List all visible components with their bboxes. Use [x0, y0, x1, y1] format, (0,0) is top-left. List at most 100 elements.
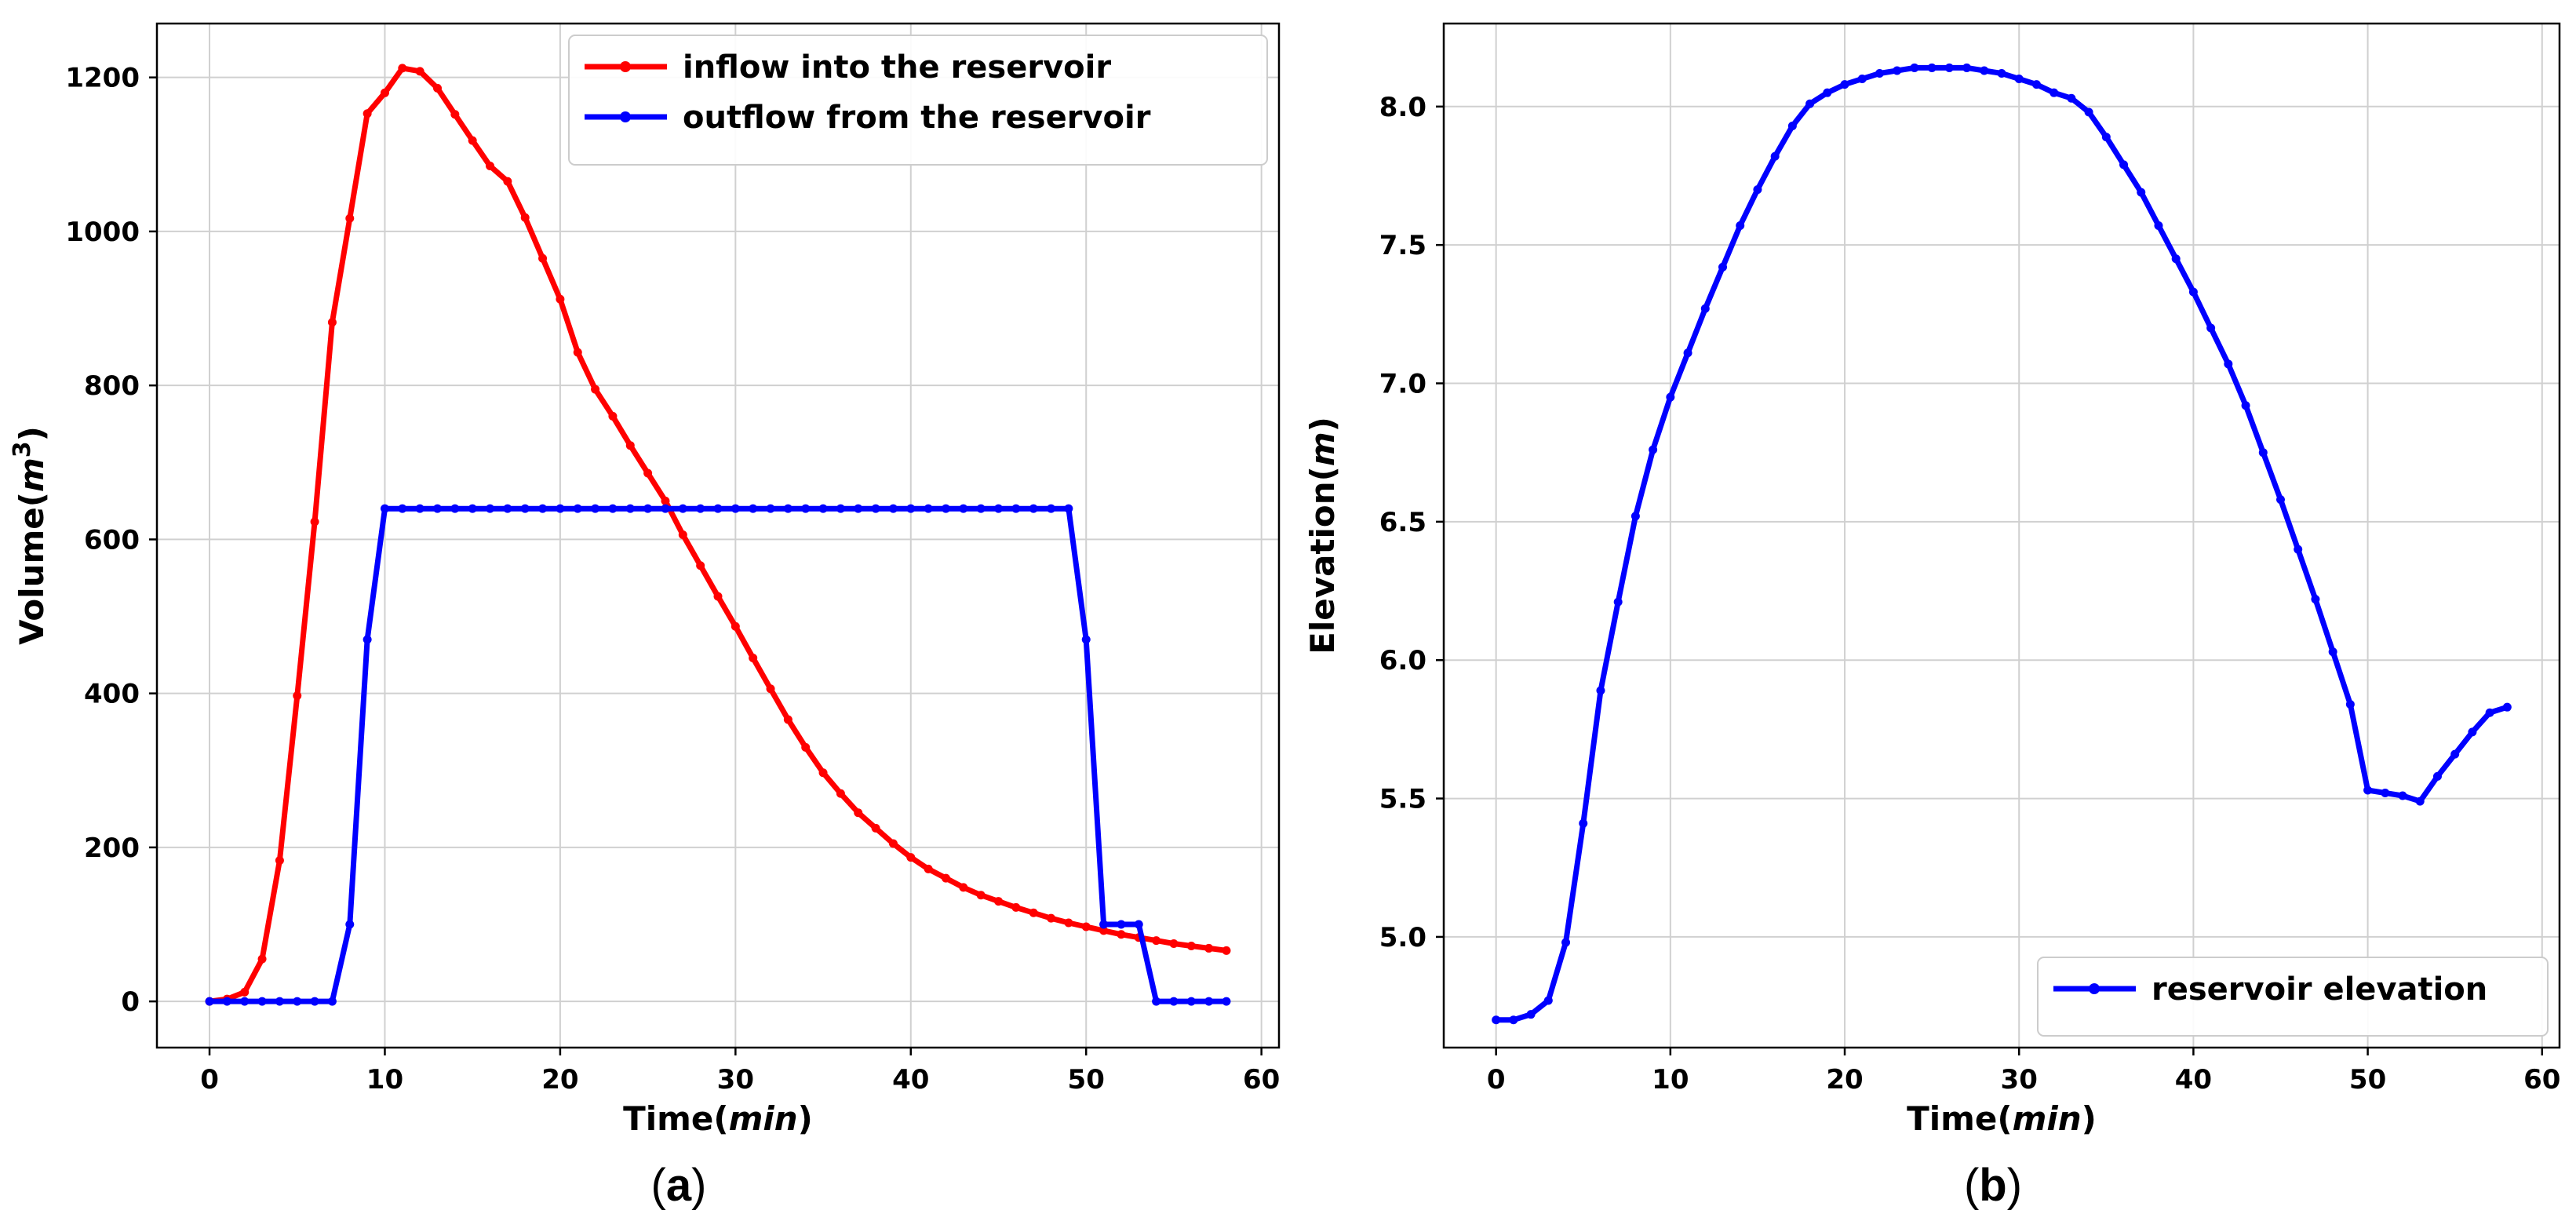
data-point — [520, 213, 530, 222]
data-point — [275, 856, 284, 866]
legend: inflow into the reservoir outflow from th… — [568, 35, 1268, 166]
y-tick-label: 6.5 — [1379, 507, 1426, 538]
data-point — [380, 88, 389, 97]
data-point — [538, 253, 548, 263]
data-point — [713, 592, 723, 601]
legend-box — [2037, 957, 2549, 1037]
data-point — [1204, 997, 1214, 1006]
data-point — [1805, 99, 1815, 108]
data-point — [2084, 108, 2093, 117]
data-point — [2067, 93, 2076, 103]
data-point — [2294, 545, 2303, 554]
data-point — [1840, 80, 1849, 89]
grid — [1444, 24, 2560, 1048]
data-point — [1927, 63, 1937, 72]
x-tick-label: 0 — [1487, 1064, 1506, 1095]
panel-label: (a) — [651, 1160, 707, 1211]
data-point — [1099, 926, 1109, 935]
data-point — [345, 213, 355, 223]
legend-label: outflow from the reservoir — [683, 100, 1151, 136]
data-point — [591, 385, 600, 394]
data-point — [1169, 939, 1179, 949]
y-tick-label: 400 — [84, 679, 140, 710]
data-point — [1683, 348, 1692, 358]
chart-panel-b: 0 10 20 30 40 50 60 5.0 5.5 6.0 6.5 7.0 7.5 8.0 Time(m… — [1303, 22, 2560, 1211]
data-point — [818, 504, 828, 513]
y-tick-label: 5.0 — [1379, 922, 1426, 953]
data-point — [1492, 1015, 1501, 1025]
data-point — [1787, 122, 1797, 130]
legend-label: reservoir elevation — [2152, 971, 2487, 1008]
data-point — [2276, 495, 2285, 505]
data-point — [486, 162, 495, 171]
data-point — [783, 504, 792, 513]
data-point — [2432, 771, 2442, 781]
y-tick-label: 7.5 — [1379, 230, 1426, 261]
data-point — [2119, 160, 2129, 169]
legend-item: outflow from the reservoir — [585, 100, 1151, 136]
data-point — [1718, 262, 1727, 272]
data-point — [538, 504, 548, 513]
x-axis-label: Time(min) — [623, 1099, 813, 1138]
data-point — [257, 997, 267, 1006]
data-point — [205, 997, 214, 1006]
legend-label: inflow into the reservoir — [683, 49, 1111, 86]
data-point — [801, 742, 811, 752]
data-point — [836, 504, 845, 513]
data-point — [363, 635, 372, 644]
x-tick-label: 20 — [541, 1064, 578, 1095]
data-point — [696, 561, 705, 570]
data-point — [959, 883, 968, 892]
x-tick-label: 40 — [892, 1064, 929, 1095]
data-point — [1064, 504, 1073, 513]
data-point — [1893, 66, 1902, 75]
data-point — [556, 294, 565, 304]
data-point — [1962, 63, 1972, 72]
data-point — [766, 504, 775, 513]
data-point — [275, 997, 284, 1006]
data-point — [976, 504, 986, 513]
data-point — [327, 318, 337, 327]
data-point — [871, 504, 880, 513]
data-point — [2031, 80, 2041, 89]
data-point — [556, 504, 565, 513]
data-point — [906, 853, 916, 862]
data-point — [380, 504, 389, 513]
data-point — [783, 715, 792, 724]
data-point — [2171, 254, 2181, 264]
data-point — [1081, 635, 1091, 644]
data-point — [1134, 920, 1143, 929]
data-point — [713, 504, 723, 513]
data-point — [2014, 75, 2024, 84]
x-tick-label: 40 — [2175, 1064, 2212, 1095]
data-point — [468, 504, 477, 513]
data-point — [1700, 304, 1710, 313]
data-point — [661, 504, 670, 513]
data-point — [661, 496, 670, 505]
y-tick-label: 1200 — [65, 63, 140, 94]
data-point — [994, 897, 1003, 906]
data-point — [1736, 221, 1745, 230]
y-tick-label: 600 — [84, 524, 140, 556]
data-point — [222, 997, 231, 1006]
data-point — [2206, 323, 2216, 333]
x-tick-label: 20 — [1826, 1064, 1863, 1095]
data-point — [2328, 647, 2337, 657]
data-point — [2137, 188, 2146, 197]
data-point — [871, 823, 880, 833]
data-point — [1596, 686, 1605, 695]
data-point — [450, 110, 460, 119]
data-point — [398, 64, 407, 73]
data-point — [398, 504, 407, 513]
data-point — [941, 873, 950, 883]
data-point — [1029, 504, 1038, 513]
data-point — [625, 441, 635, 450]
data-point — [415, 504, 424, 513]
data-point — [1081, 922, 1091, 931]
series-0 — [205, 64, 1231, 1006]
data-point — [1997, 68, 2006, 78]
data-point — [2398, 791, 2407, 800]
data-point — [257, 954, 267, 964]
y-tick-label: 800 — [84, 370, 140, 402]
